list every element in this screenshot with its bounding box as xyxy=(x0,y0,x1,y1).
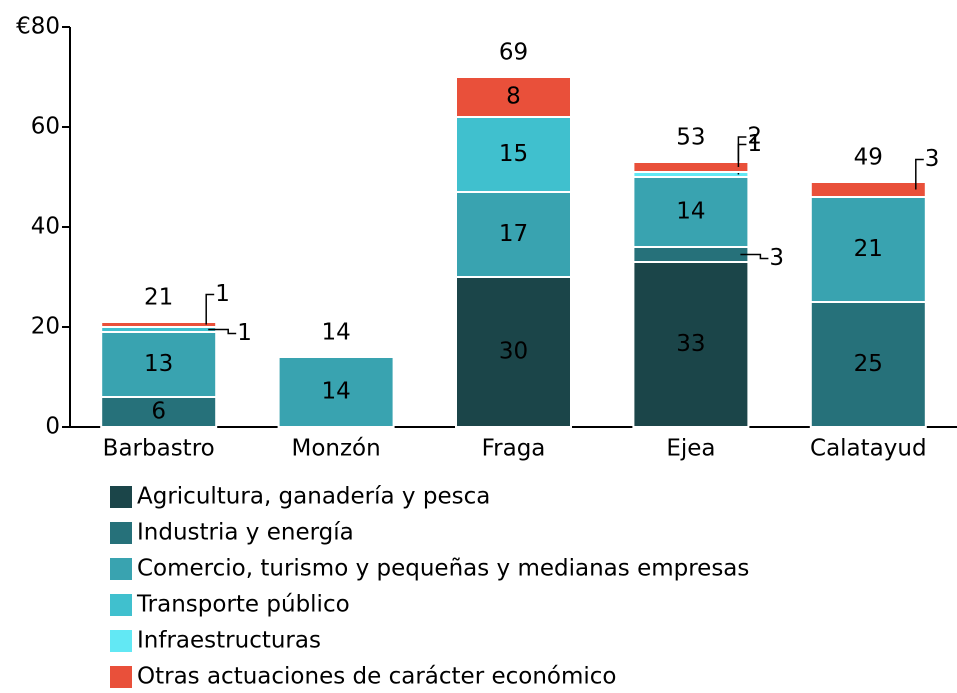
bar-segment xyxy=(455,276,572,428)
legend-label: Otras actuaciones de carácter económico xyxy=(137,664,617,690)
bar-segment xyxy=(809,196,927,303)
legend-swatch xyxy=(110,666,132,688)
value-label: 8 xyxy=(506,84,521,110)
bar-segment xyxy=(277,356,395,428)
bar-segment xyxy=(455,116,572,193)
value-label: 21 xyxy=(854,236,883,262)
x-tick-label: Fraga xyxy=(482,436,546,462)
callout xyxy=(205,293,215,325)
value-label: 1 xyxy=(237,320,252,346)
value-label: 13 xyxy=(144,351,173,377)
bar-segment xyxy=(100,331,218,398)
bar-segment xyxy=(809,181,927,198)
value-label: 2 xyxy=(747,124,762,150)
legend-swatch xyxy=(110,558,132,580)
x-tick-label: Calatayud xyxy=(810,436,927,462)
total-label: 14 xyxy=(321,320,350,346)
legend-swatch xyxy=(110,522,132,544)
callout xyxy=(208,328,237,335)
bar-segment xyxy=(632,161,750,173)
value-label: 6 xyxy=(151,399,166,425)
bar-segment xyxy=(100,321,218,328)
value-label: 3 xyxy=(769,245,784,271)
total-label: 21 xyxy=(144,285,173,311)
bar-segment xyxy=(455,76,572,118)
value-label: 15 xyxy=(499,141,528,167)
value-label: 30 xyxy=(499,339,528,365)
legend-swatch xyxy=(110,630,132,652)
callout xyxy=(915,158,924,190)
x-tick-label: Ejea xyxy=(666,436,715,462)
total-label: 69 xyxy=(499,40,528,66)
bar-segment xyxy=(632,176,750,248)
x-tick-label: Barbastro xyxy=(103,436,215,462)
value-label: 1 xyxy=(747,131,762,157)
value-label: 17 xyxy=(499,221,528,247)
value-label: 25 xyxy=(854,351,883,377)
legend-swatch xyxy=(110,594,132,616)
bar-segment xyxy=(100,396,218,428)
bar-segment xyxy=(632,246,750,263)
value-label: 3 xyxy=(925,146,940,172)
value-label: 1 xyxy=(215,281,230,307)
legend-label: Comercio, turismo y pequeñas y medianas … xyxy=(137,556,749,582)
legend-label: Infraestructuras xyxy=(137,628,321,654)
y-tick-label: 40 xyxy=(31,214,60,240)
y-tick-label: 0 xyxy=(45,414,60,440)
total-label: 49 xyxy=(854,145,883,171)
value-label: 14 xyxy=(676,199,705,225)
legend-label: Industria y energía xyxy=(137,520,354,546)
bar-segment xyxy=(455,191,572,278)
y-tick-label: 60 xyxy=(31,114,60,140)
legend-swatch xyxy=(110,486,132,508)
bar-segment xyxy=(809,301,927,428)
value-label: 14 xyxy=(321,379,350,405)
callout xyxy=(740,253,769,260)
callout xyxy=(737,136,747,167)
y-tick-label: €80 xyxy=(16,14,60,40)
legend-label: Transporte público xyxy=(136,592,350,618)
total-label: 53 xyxy=(676,125,705,151)
value-label: 33 xyxy=(676,331,705,357)
y-tick-label: 20 xyxy=(31,314,60,340)
x-tick-label: Monzón xyxy=(291,436,380,462)
legend-label: Agricultura, ganadería y pesca xyxy=(137,484,490,510)
bar-segment xyxy=(632,261,750,428)
